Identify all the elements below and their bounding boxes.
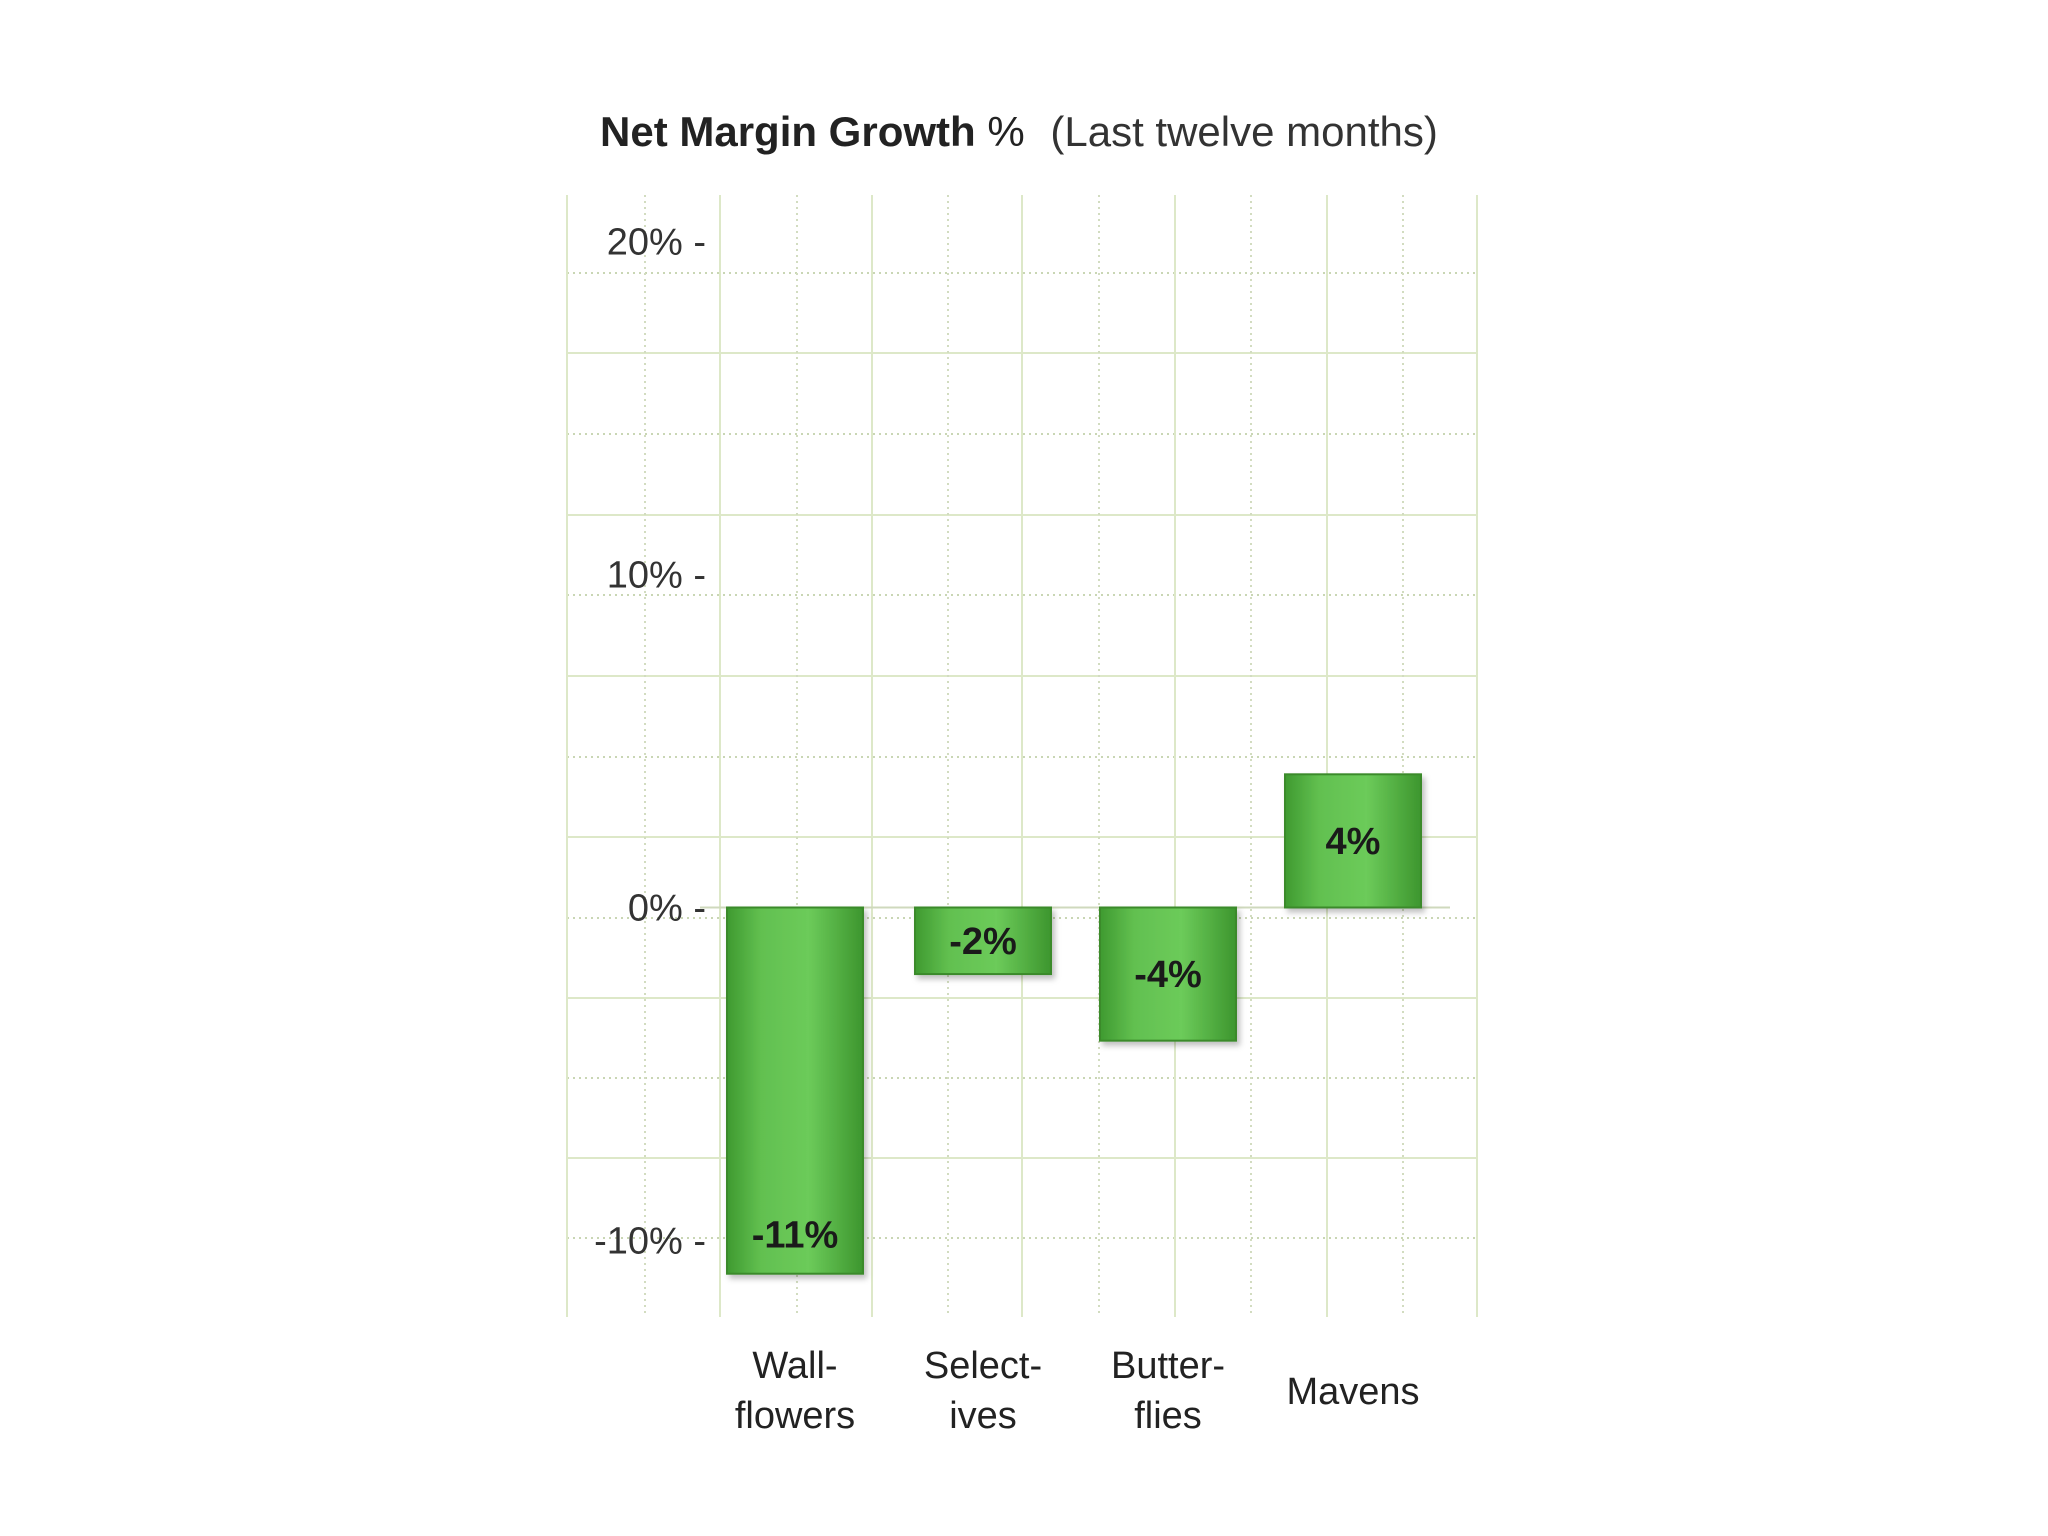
chart-title-percent: %: [987, 108, 1025, 155]
category-label: ives: [949, 1395, 1017, 1437]
category-label: Wall-: [752, 1345, 837, 1387]
category-label: flies: [1134, 1395, 1202, 1437]
bar: [1284, 773, 1422, 909]
bar-value-label: 4%: [1326, 821, 1381, 863]
y-tick-label: 0% -: [628, 887, 706, 929]
bar: [1099, 906, 1237, 1042]
category-label: Select-: [924, 1345, 1042, 1387]
category-label: Butter-: [1111, 1345, 1225, 1387]
y-tick-label: -10% -: [594, 1220, 706, 1262]
bar: [726, 906, 864, 1275]
bar-value-label: -4%: [1134, 954, 1202, 996]
category-label: Mavens: [1286, 1371, 1419, 1413]
x-axis: Wall-flowers Select-ives Butter-flies Maven…: [735, 1345, 1420, 1437]
category-label: flowers: [735, 1395, 855, 1437]
bar: [914, 906, 1052, 976]
bars: -11% -2% -4% 4%: [726, 773, 1422, 1275]
y-axis: 20% - 10% - 0% - -10% -: [594, 222, 706, 1263]
grid-layer: [566, 195, 1478, 1317]
chart-title-main: Net Margin Growth: [600, 108, 976, 155]
chart-subtitle: (Last twelve months): [1050, 108, 1438, 155]
chart-title: Net Margin Growth % (Last twelve months): [600, 108, 1438, 156]
y-tick-label: 20% -: [607, 222, 706, 264]
bar-value-label: -11%: [752, 1215, 839, 1257]
bar-value-label: -2%: [949, 921, 1017, 963]
y-tick-label: 10% -: [607, 555, 706, 597]
